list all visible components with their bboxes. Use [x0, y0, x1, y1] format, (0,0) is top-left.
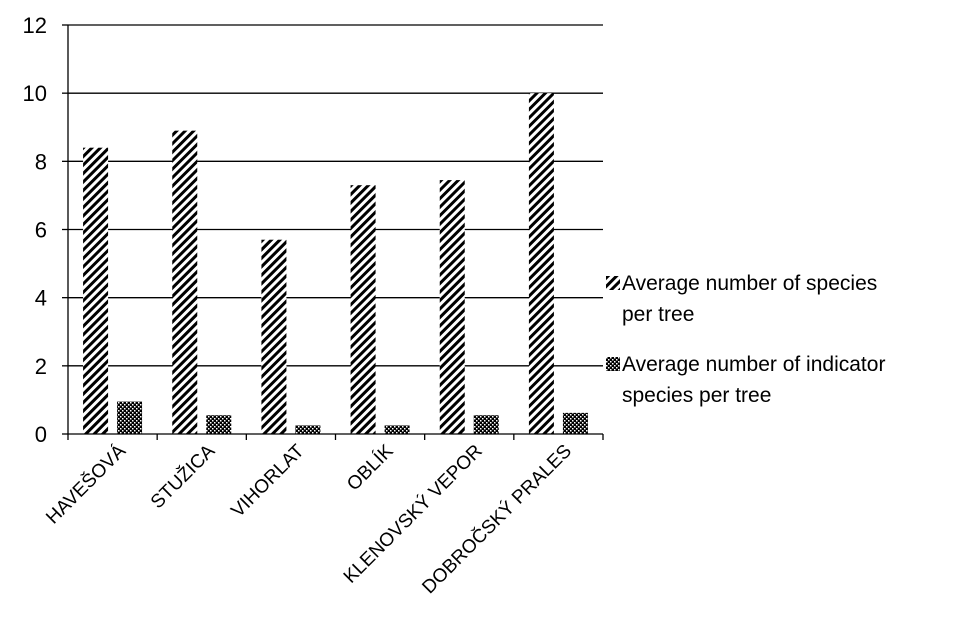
bars — [83, 93, 588, 435]
legend-label-indicator-line2: species per tree — [622, 384, 772, 407]
x-tick-label: VIHORLAT — [227, 440, 308, 521]
bar-species — [261, 239, 287, 434]
bar-species — [439, 180, 465, 434]
legend-swatch-species — [606, 276, 620, 290]
x-tick-label: OBLÍK — [343, 440, 398, 495]
legend-item-indicator-species: Average number of indicator species per … — [606, 349, 956, 411]
legend-swatch-indicator-species — [606, 357, 620, 371]
bar-species — [83, 147, 109, 434]
y-tick-label: 10 — [23, 81, 47, 106]
x-tick-label: DOBROČSKÝ PRALES — [418, 440, 576, 598]
chart-legend: Average number of species per tree Avera… — [606, 268, 956, 430]
y-tick-label: 2 — [35, 354, 47, 379]
y-tick-label: 12 — [23, 13, 47, 38]
y-tick-label: 4 — [35, 286, 47, 311]
bar-species — [350, 185, 376, 434]
bar-indicator-species — [384, 425, 410, 434]
y-tick-label: 8 — [35, 149, 47, 174]
bar-indicator-species — [295, 425, 321, 434]
legend-item-species: Average number of species per tree — [606, 268, 956, 330]
legend-label-indicator-line1: Average number of indicator — [622, 353, 886, 376]
bar-indicator-species — [117, 401, 143, 434]
bar-species — [528, 93, 554, 435]
bar-indicator-species — [206, 415, 232, 434]
y-tick-label: 0 — [35, 422, 47, 447]
legend-label-species-line1: Average number of species — [622, 272, 878, 295]
bar-indicator-species — [473, 415, 499, 434]
x-tick-label: STUŽICA — [146, 440, 219, 513]
bar-indicator-species — [562, 412, 588, 434]
axes — [67, 25, 604, 440]
legend-label-species-line2: per tree — [622, 303, 695, 326]
y-tick-label: 6 — [35, 218, 47, 243]
gridlines — [68, 24, 603, 367]
y-axis-tick-labels: 0 2 4 6 8 10 12 — [23, 13, 68, 447]
bar-species — [172, 130, 198, 435]
x-tick-label: HAVEŠOVÁ — [42, 440, 131, 529]
